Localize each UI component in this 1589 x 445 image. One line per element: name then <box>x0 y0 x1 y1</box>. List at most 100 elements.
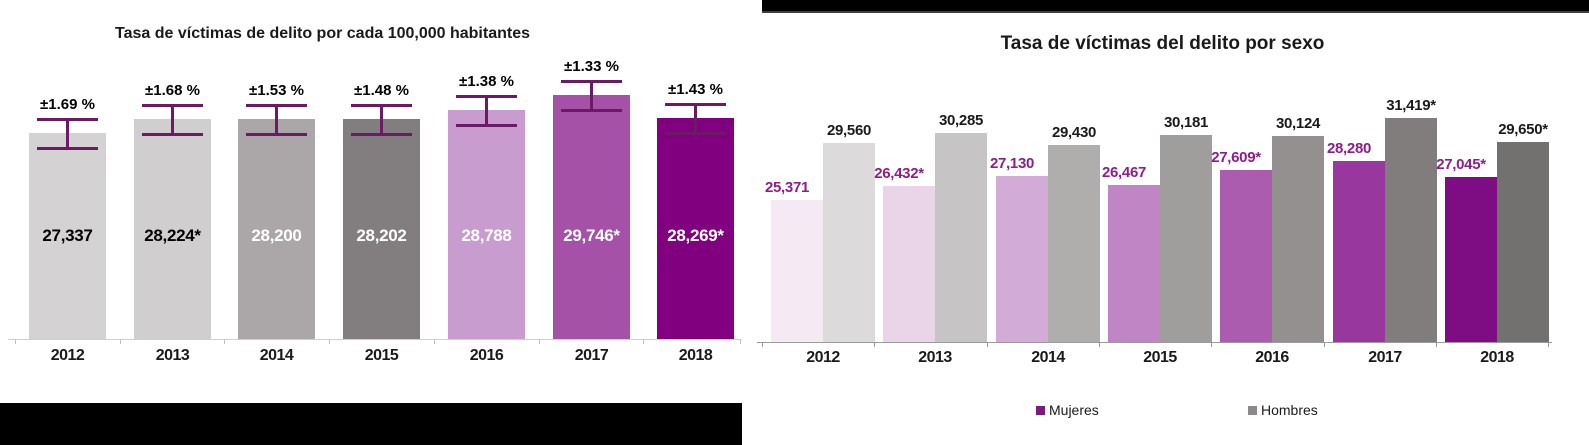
error-bar <box>142 104 203 136</box>
bar-value-label: 28,269* <box>667 226 724 245</box>
bar-2017 <box>553 95 630 339</box>
x-axis-label-right-2016: 2016 <box>1255 349 1289 366</box>
error-bar-stem <box>590 80 593 112</box>
error-margin-label: ±1.43 % <box>668 81 723 98</box>
right-axis-tick <box>762 343 763 347</box>
x-axis-label-right-2018: 2018 <box>1480 349 1514 366</box>
right-chart-title: Tasa de víctimas del delito por sexo <box>1000 32 1325 54</box>
error-margin-label: ±1.33 % <box>564 58 619 75</box>
left-axis-tick <box>740 340 741 344</box>
bar-2015 <box>343 119 420 339</box>
error-bar-stem <box>694 103 697 135</box>
bar-value-hombres: 29,560 <box>826 122 872 139</box>
bar-value-label: 27,337 <box>42 226 93 245</box>
bar-value-hombres: 30,124 <box>1275 115 1321 132</box>
error-margin-label: ±1.38 % <box>459 73 514 90</box>
right-axis-tick <box>1099 343 1100 347</box>
bar-hombres-2018 <box>1497 142 1549 342</box>
bar-value-label: 28,200 <box>251 226 302 245</box>
right-axis-tick <box>1548 343 1549 347</box>
error-bar <box>351 104 412 136</box>
bar-mujeres-2017 <box>1333 161 1385 342</box>
bar-mujeres-2013 <box>883 186 935 342</box>
x-axis-label-2017: 2017 <box>574 347 609 364</box>
x-axis-label-right-2013: 2013 <box>918 349 952 366</box>
x-axis-label-2013: 2013 <box>155 347 190 364</box>
error-margin-label: ±1.48 % <box>354 82 409 99</box>
bar-value-mujeres: 25,371 <box>764 179 810 196</box>
x-axis-label-2015: 2015 <box>364 347 399 364</box>
x-axis-label-2012: 2012 <box>50 347 85 364</box>
bar-value-mujeres: 27,045* <box>1436 156 1486 173</box>
right-x-axis <box>757 342 1552 343</box>
left-axis-tick <box>433 340 435 344</box>
bar-value-mujeres: 28,280 <box>1326 140 1372 157</box>
bar-2012 <box>29 133 106 339</box>
error-bar-stem <box>171 104 174 136</box>
right-axis-tick <box>1324 343 1325 347</box>
left-axis-tick <box>224 340 226 344</box>
x-axis-label-right-2015: 2015 <box>1143 349 1177 366</box>
error-bar-stem <box>275 104 278 136</box>
left-x-axis <box>8 339 742 340</box>
bar-value-mujeres: 26,467 <box>1101 164 1147 181</box>
bar-mujeres-2012 <box>771 200 823 342</box>
right-black-band <box>762 0 1589 13</box>
bar-2018 <box>657 118 734 339</box>
bar-mujeres-2014 <box>996 176 1048 342</box>
x-axis-label-right-2014: 2014 <box>1031 349 1065 366</box>
bar-hombres-2015 <box>1160 135 1212 342</box>
right-axis-tick <box>1436 343 1437 347</box>
error-margin-label: ±1.69 % <box>40 96 95 113</box>
right-axis-tick <box>987 343 988 347</box>
bar-value-hombres: 31,419* <box>1386 97 1436 114</box>
error-bar-stem <box>66 118 69 150</box>
error-bar <box>246 104 307 136</box>
bar-hombres-2017 <box>1385 118 1437 342</box>
x-axis-label-2014: 2014 <box>259 347 294 364</box>
error-bar <box>456 95 517 127</box>
left-black-bar <box>0 403 742 445</box>
bar-mujeres-2015 <box>1108 185 1160 342</box>
error-bar-stem <box>380 104 383 136</box>
left-axis-tick <box>538 340 540 344</box>
legend-swatch-mujeres <box>1036 405 1045 415</box>
left-axis-tick <box>329 340 331 344</box>
bar-value-label: 28,224* <box>144 226 201 245</box>
error-margin-label: ±1.68 % <box>145 82 200 99</box>
bar-2013 <box>134 119 211 339</box>
error-bar-stem <box>485 95 488 127</box>
right-axis-tick <box>1211 343 1212 347</box>
left-chart-title: Tasa de víctimas de delito por cada 100,… <box>115 25 530 43</box>
bar-value-label: 28,788 <box>461 226 512 245</box>
bar-value-hombres: 30,285 <box>938 112 984 129</box>
legend-label-hombres: Hombres <box>1261 402 1318 418</box>
x-axis-label-right-2017: 2017 <box>1368 349 1402 366</box>
bar-mujeres-2018 <box>1445 177 1497 342</box>
bar-2016 <box>448 110 525 339</box>
right-axis-tick <box>874 343 875 347</box>
error-margin-label: ±1.53 % <box>249 82 304 99</box>
error-bar <box>665 103 726 135</box>
bar-2014 <box>238 119 315 339</box>
bar-value-label: 29,746* <box>563 226 620 245</box>
bar-value-hombres: 30,181 <box>1163 114 1209 131</box>
legend-item-mujeres: Mujeres <box>1036 402 1099 418</box>
bar-value-hombres: 29,650* <box>1498 121 1548 138</box>
legend-label-mujeres: Mujeres <box>1049 402 1099 418</box>
bar-value-mujeres: 27,130 <box>989 155 1035 172</box>
bar-mujeres-2016 <box>1220 170 1272 342</box>
left-axis-tick <box>15 340 16 344</box>
left-axis-tick <box>643 340 645 344</box>
bar-hombres-2016 <box>1272 136 1324 342</box>
x-axis-label-2018: 2018 <box>678 347 713 364</box>
bar-hombres-2013 <box>935 133 987 342</box>
bar-hombres-2014 <box>1048 145 1100 342</box>
x-axis-label-2016: 2016 <box>469 347 504 364</box>
error-bar <box>37 118 98 150</box>
left-axis-tick <box>119 340 121 344</box>
bar-hombres-2012 <box>823 143 875 342</box>
bar-value-label: 28,202 <box>356 226 407 245</box>
bar-value-mujeres: 27,609* <box>1211 149 1261 166</box>
